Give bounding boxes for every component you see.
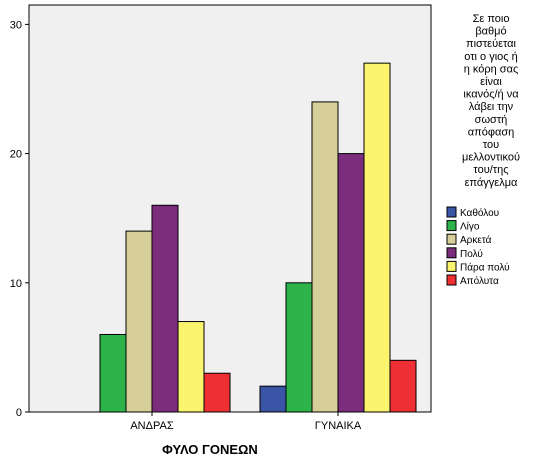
legend-title-line: είναι — [480, 76, 502, 88]
y-tick-label: 10 — [10, 278, 22, 290]
legend-swatch — [446, 247, 457, 259]
bar-1-5 — [389, 359, 417, 413]
bar-1-4 — [363, 62, 391, 413]
legend-title-line: λάβει την — [469, 101, 514, 113]
bar-0-5 — [203, 372, 231, 413]
bars-group — [99, 62, 417, 413]
x-tick-label: ΑΝΔΡΑΣ — [130, 420, 173, 432]
bar-0-4 — [177, 321, 205, 413]
x-axis: ΑΝΔΡΑΣ ΓΥΝΑΙΚΑ — [130, 412, 362, 432]
legend-label: Πολύ — [460, 248, 483, 260]
bar-1-1 — [285, 282, 313, 413]
legend-title-line: η κόρη σας — [464, 63, 519, 75]
x-tick-label: ΓΥΝΑΙΚΑ — [315, 420, 362, 432]
legend-label: Απόλυτα — [460, 275, 499, 287]
bar-0-3 — [151, 204, 179, 413]
legend-swatch — [446, 260, 457, 272]
y-axis: 0 10 20 30 — [10, 19, 29, 419]
legend-title-line: μελλοντικού — [462, 152, 520, 164]
legend-title-line: επάγγελμα — [465, 177, 518, 189]
legend-title-line: οτι ο γιος ή — [464, 51, 518, 63]
legend-title-line: σωστή — [475, 114, 508, 126]
bar-0-2 — [125, 230, 153, 413]
legend-swatch — [446, 274, 457, 286]
legend-label: Αρκετά — [460, 234, 492, 246]
legend-swatch — [446, 233, 457, 245]
bar-1-2 — [311, 101, 339, 413]
legend-label: Πάρα πολύ — [460, 261, 510, 273]
legend-title-line: βαθμό — [475, 26, 506, 38]
y-tick-label: 0 — [16, 407, 22, 419]
legend-swatch — [446, 220, 457, 232]
legend-title-line: απόφαση — [468, 126, 514, 138]
y-tick-label: 30 — [10, 19, 22, 31]
legend-title-line: του — [483, 139, 499, 151]
legend-title-line: του/της — [473, 164, 508, 176]
legend-title-line: ικανός/ή να — [463, 89, 519, 101]
legend-title-line: Σε ποιο — [473, 13, 510, 25]
y-tick-label: 20 — [10, 149, 22, 161]
legend-swatch — [446, 206, 457, 218]
legend-title-line: πιστεύεται — [466, 38, 517, 50]
legend-label: Καθόλου — [460, 207, 499, 219]
x-axis-title: ΦΥΛΟ ΓΟΝΕΩΝ — [162, 442, 258, 457]
bar-1-3 — [337, 153, 365, 413]
bar-1-0 — [259, 385, 287, 413]
legend-label: Λίγο — [460, 221, 480, 233]
bar-0-1 — [99, 333, 127, 413]
